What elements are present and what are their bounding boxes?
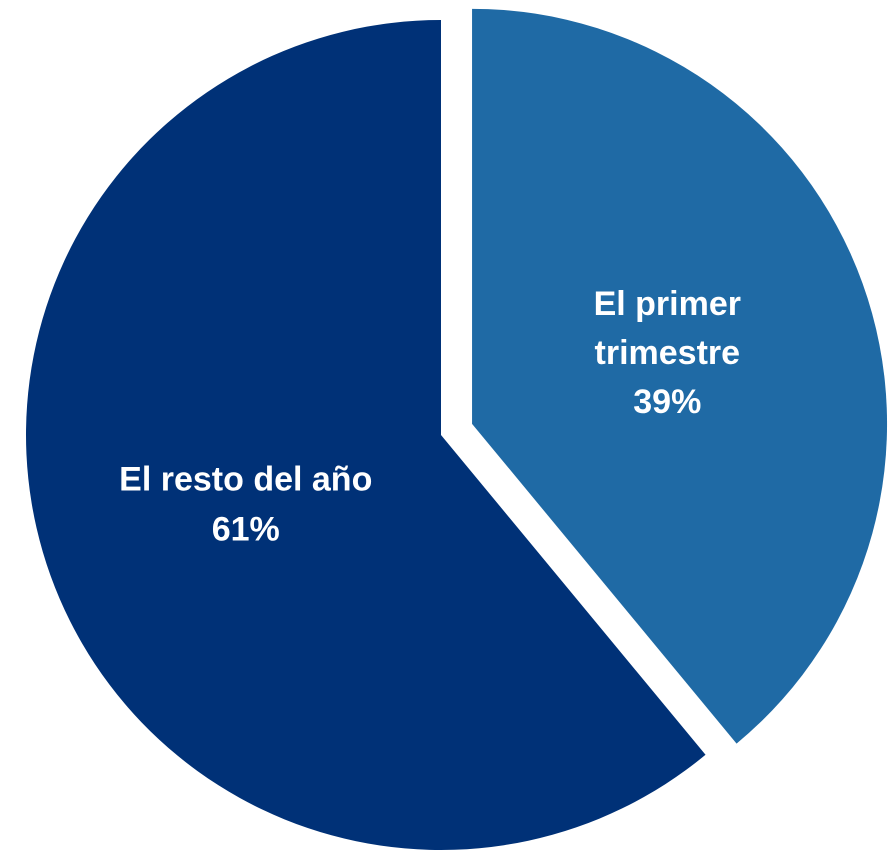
pie-slice — [472, 8, 888, 744]
category-label: El primer trimestre — [593, 284, 741, 372]
pie-slice — [25, 20, 706, 850]
slice-label: El resto del año 61% — [119, 456, 372, 555]
category-label: El resto del año — [119, 460, 373, 499]
slice-label: El primer trimestre 39% — [527, 280, 807, 428]
value-label: 61% — [211, 510, 280, 549]
value-label: 39% — [633, 383, 702, 422]
